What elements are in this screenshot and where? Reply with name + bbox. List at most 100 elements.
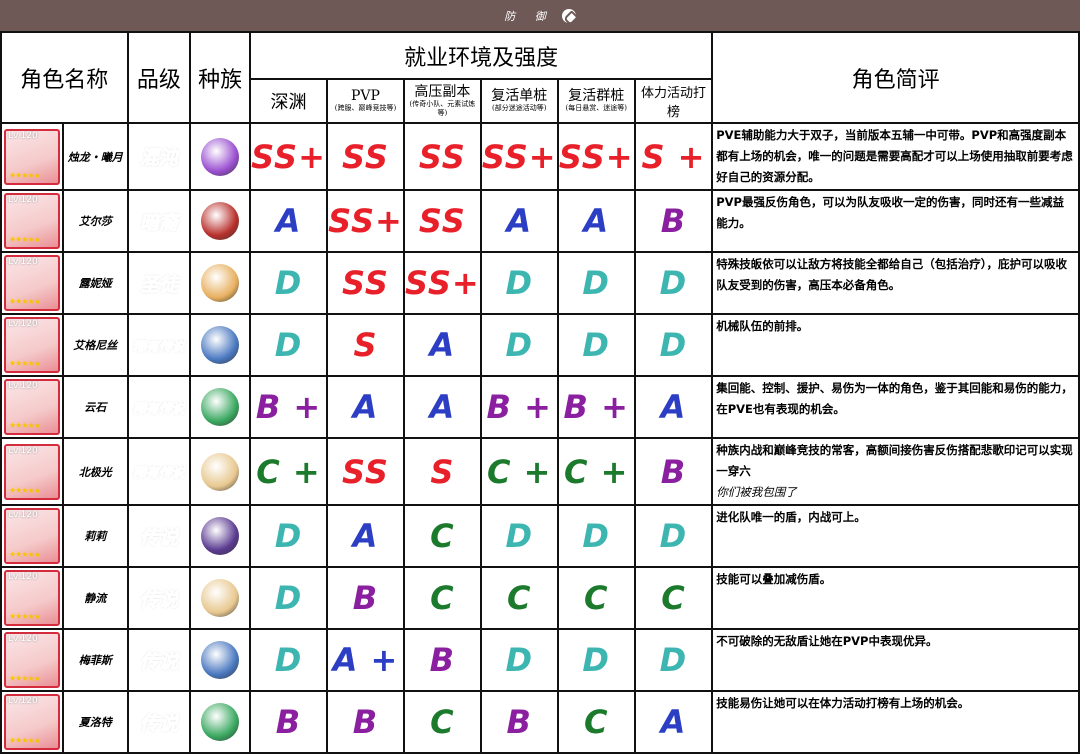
- character-name: 露妮娅: [62, 251, 129, 315]
- race-icon: [201, 452, 240, 491]
- avatar-cell: Lv.120 ★★★★★: [0, 313, 64, 377]
- avatar: Lv.120 ★★★★★: [4, 379, 60, 435]
- rank-cell: 混沌: [126, 122, 192, 191]
- table-row: Lv.120 ★★★★★ 静流 传说 D B C C C C 技能可以叠加减伤盾。: [0, 566, 1080, 630]
- rank-label: 传说: [139, 650, 178, 673]
- grade-cell: A: [249, 189, 328, 253]
- rank-label: 传说: [139, 526, 178, 549]
- grade-cell: C: [633, 566, 714, 630]
- header-race: 种族: [189, 31, 251, 124]
- review-text: 特殊技皈依可以让敌方将技能全都给自己（包括治疗），庇护可以吸收队友受到的伤害，高…: [716, 257, 1067, 292]
- subheader-0: 深渊: [249, 78, 328, 124]
- avatar: Lv.120 ★★★★★: [4, 508, 60, 564]
- rank-label: 圣徒: [139, 273, 178, 296]
- grade-4: A: [583, 202, 610, 240]
- grade-1: A +: [332, 641, 399, 679]
- grade-4: D: [582, 517, 610, 555]
- grade-1: S: [353, 326, 378, 364]
- avatar-cell: Lv.120 ★★★★★: [0, 504, 64, 568]
- grade-2: SS: [418, 137, 466, 176]
- level-label: Lv.120: [8, 572, 38, 582]
- rank-cell: 传说: [126, 504, 192, 568]
- grade-0: D: [274, 579, 303, 617]
- character-name: 云石: [62, 375, 129, 439]
- character-name: 梅菲斯: [62, 628, 129, 692]
- race-cell: [189, 313, 251, 377]
- table-row: Lv.120 ★★★★★ 艾格尼丝 稀有传说 D S A D D D 机械队伍的前排。: [0, 313, 1080, 377]
- grade-1: B: [352, 579, 379, 617]
- grade-cell: A: [556, 189, 636, 253]
- grade-2: SS: [418, 202, 466, 240]
- grade-cell: D: [249, 251, 328, 315]
- race-icon: [201, 202, 240, 240]
- grade-3: D: [505, 326, 533, 364]
- rank-cell: 稀有传说: [126, 375, 192, 439]
- grade-cell: D: [479, 504, 559, 568]
- grade-cell: D: [633, 313, 714, 377]
- race-icon: [201, 264, 240, 302]
- character-name: 艾格尼丝: [62, 313, 129, 377]
- header-name: 角色名称: [0, 31, 129, 124]
- grade-cell: B: [325, 566, 405, 630]
- grade-cell: C +: [249, 437, 328, 506]
- grade-4: C: [583, 579, 609, 617]
- grade-cell: D: [633, 628, 714, 692]
- grade-cell: D: [249, 504, 328, 568]
- review-text: 机械队伍的前排。: [716, 319, 809, 333]
- grade-cell: SS+: [479, 122, 559, 191]
- grade-cell: D: [633, 504, 714, 568]
- grade-2: B: [429, 641, 456, 679]
- level-label: Lv.120: [8, 130, 38, 141]
- avatar-cell: Lv.120 ★★★★★: [0, 375, 64, 439]
- grade-cell: SS: [402, 189, 482, 253]
- table-row: Lv.120 ★★★★★ 云石 稀有传说 B + A A B + B + A 集回能、控制、援护、易…: [0, 375, 1080, 439]
- grade-cell: B: [479, 690, 559, 754]
- star-icons: ★★★★★: [9, 421, 41, 430]
- grade-cell: D: [633, 251, 714, 315]
- grade-4: D: [582, 326, 610, 364]
- grade-cell: SS+: [249, 122, 328, 191]
- grade-0: C +: [256, 452, 321, 491]
- grade-1: SS: [342, 137, 389, 176]
- grade-cell: A: [325, 504, 405, 568]
- table-row: Lv.120 ★★★★★ 梅菲斯 传说 D A + B D D D 不可破除的无敌盾让她在PVP中表…: [0, 628, 1080, 692]
- grade-0: D: [274, 641, 303, 679]
- star-icons: ★★★★★: [9, 612, 41, 621]
- avatar: Lv.120 ★★★★★: [4, 128, 60, 185]
- race-icon: [201, 703, 240, 741]
- header-review: 角色简评: [711, 31, 1080, 124]
- star-icons: ★★★★★: [9, 359, 41, 368]
- grade-cell: A: [479, 189, 559, 253]
- grade-4: SS+: [558, 137, 634, 176]
- rank-cell: 传说: [126, 690, 192, 754]
- level-label: Lv.120: [8, 445, 38, 456]
- race-icon: [201, 326, 240, 364]
- race-cell: [189, 566, 251, 630]
- grade-cell: B: [633, 437, 714, 506]
- grade-cell: B: [325, 690, 405, 754]
- star-icons: ★★★★★: [9, 674, 41, 683]
- grade-cell: D: [556, 313, 636, 377]
- review-cell: PVE辅助能力大于双子，当前版本五辅一中可带。PVP和高强度副本都有上场的机会，…: [711, 122, 1080, 191]
- review-cell: PVP最强反伤角色，可以为队友吸收一定的伤害，同时还有一些减益能力。: [711, 189, 1080, 253]
- grade-cell: B: [402, 628, 482, 692]
- star-icons: ★★★★★: [9, 485, 41, 495]
- review-text: PVE辅助能力大于双子，当前版本五辅一中可带。PVP和高强度副本都有上场的机会，…: [716, 128, 1073, 184]
- race-cell: [189, 437, 251, 506]
- level-label: Lv.120: [8, 195, 38, 205]
- avatar-cell: Lv.120 ★★★★★: [0, 628, 64, 692]
- grade-cell: A: [325, 375, 405, 439]
- review-cell: 技能易伤让她可以在体力活动打榜有上场的机会。: [711, 690, 1080, 754]
- star-icons: ★★★★★: [9, 235, 41, 244]
- table-row: Lv.120 ★★★★★ 露妮娅 圣徒 D SS SS+ D D D 特殊技皈依可以让敌方将技能全都…: [0, 251, 1080, 315]
- grade-cell: SS: [402, 122, 482, 191]
- grade-2: C: [430, 517, 455, 555]
- header-env: 就业环境及强度: [248, 31, 714, 80]
- level-label: Lv.120: [8, 510, 38, 520]
- subheader-note: (每日悬赏、迷途等): [565, 104, 627, 112]
- grade-cell: SS: [325, 437, 405, 506]
- grade-cell: SS: [325, 122, 405, 191]
- grade-5: S +: [641, 137, 706, 176]
- topbar-title: 防 御: [504, 9, 554, 23]
- grade-cell: B: [633, 189, 714, 253]
